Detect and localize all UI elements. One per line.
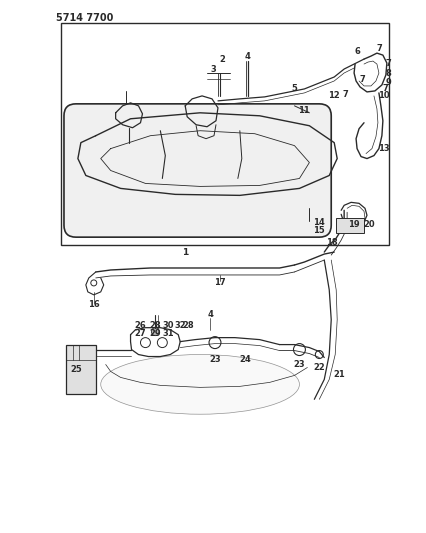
Text: 7: 7 [382,84,388,93]
Text: 6: 6 [353,46,359,55]
Bar [66,345,95,394]
Text: 32: 32 [174,321,186,330]
Text: 15: 15 [313,225,325,235]
Text: 9: 9 [385,78,391,87]
Text: 8: 8 [385,69,391,77]
Text: 7: 7 [358,76,364,84]
Circle shape [368,52,376,60]
Ellipse shape [101,354,299,414]
Text: 5: 5 [291,84,297,93]
Text: 31: 31 [162,329,174,338]
FancyBboxPatch shape [64,104,331,237]
Text: 1: 1 [181,247,188,256]
Text: 4: 4 [207,310,213,319]
Text: 28: 28 [182,321,193,330]
Text: 23: 23 [293,360,305,369]
Circle shape [198,107,206,115]
Bar [61,23,388,245]
Text: 24: 24 [239,355,250,364]
Circle shape [121,85,129,93]
Text: 22: 22 [313,363,325,372]
Text: 25: 25 [70,365,82,374]
Text: 28: 28 [149,321,161,330]
Circle shape [216,68,222,74]
Text: 19: 19 [348,220,359,229]
Text: 4: 4 [244,52,250,61]
Text: 3: 3 [210,64,216,74]
Bar [335,218,363,233]
Text: 20: 20 [363,220,374,229]
Text: 7: 7 [342,91,347,99]
Text: 23: 23 [209,355,220,364]
Circle shape [377,70,385,78]
Text: 12: 12 [328,91,339,100]
Circle shape [201,132,210,140]
Text: 17: 17 [214,278,225,287]
Text: 16: 16 [88,300,99,309]
Text: 7: 7 [375,44,381,53]
Text: 26: 26 [134,321,146,330]
Text: 29: 29 [149,329,161,338]
Circle shape [151,328,159,336]
Text: 18: 18 [325,238,337,247]
Text: 5714 7700: 5714 7700 [56,13,113,23]
Text: 10: 10 [377,91,389,100]
Text: 21: 21 [333,370,344,379]
Text: 27: 27 [134,329,146,338]
Text: 11: 11 [298,106,310,115]
Text: 7: 7 [385,59,391,68]
Text: 2: 2 [219,54,225,63]
Text: 30: 30 [162,321,174,330]
Text: 13: 13 [377,144,389,153]
Text: 14: 14 [313,218,325,227]
